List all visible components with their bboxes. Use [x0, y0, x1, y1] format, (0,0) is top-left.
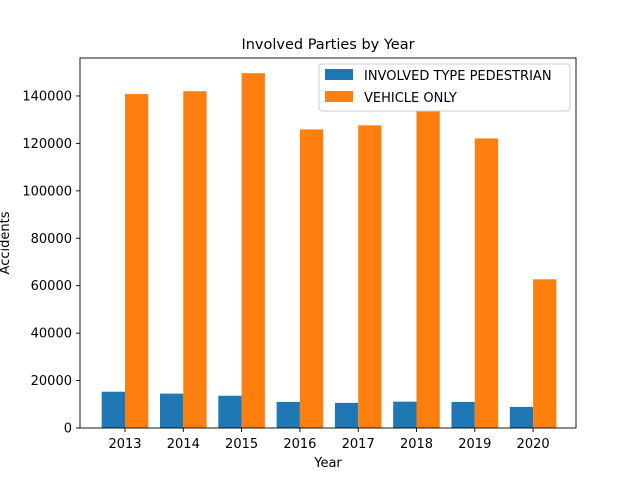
bar-pedestrian-2017	[334, 402, 359, 428]
bar-vehicle-only-2019	[474, 138, 499, 428]
x-axis-ticks: 2013 2014 2015 2016 2017 2018 2019 2020	[108, 428, 550, 452]
bar-vehicle-only-2020	[533, 279, 557, 428]
bar-pedestrian-2014	[160, 393, 184, 428]
bar-vehicle-only-2014	[183, 91, 207, 429]
x-tick-label: 2016	[283, 437, 316, 452]
x-tick-label: 2015	[225, 437, 258, 452]
legend-label-pedestrian: INVOLVED TYPE PEDESTRIAN	[364, 69, 552, 84]
bar-pedestrian-2015	[218, 395, 242, 428]
bar-vehicle-only-2018	[416, 111, 440, 429]
legend-swatch-pedestrian	[325, 69, 353, 80]
bar-pedestrian-2016	[276, 401, 300, 428]
y-tick-label: 100000	[22, 184, 72, 199]
y-axis-ticks: 0 20000 40000 60000 80000 100000 120000 140000	[22, 89, 80, 437]
legend: INVOLVED TYPE PEDESTRIAN VEHICLE ONLY	[318, 63, 571, 112]
bar-vehicle-only-2016	[299, 129, 324, 428]
y-tick-label: 20000	[31, 374, 72, 389]
bars-layer	[101, 73, 557, 429]
y-tick-label: 140000	[22, 89, 72, 104]
x-tick-label: 2020	[517, 437, 550, 452]
legend-box	[318, 63, 571, 112]
y-tick-label: 40000	[31, 327, 72, 342]
y-tick-label: 80000	[31, 232, 72, 247]
bar-vehicle-only-2017	[358, 125, 382, 429]
bar-vehicle-only-2013	[125, 94, 149, 429]
y-tick-label: 120000	[22, 137, 72, 152]
bar-vehicle-only-2015	[241, 73, 265, 429]
plot-frame	[79, 57, 577, 429]
x-tick-label: 2017	[342, 437, 375, 452]
x-tick-label: 2019	[458, 437, 491, 452]
bar-pedestrian-2019	[451, 401, 475, 428]
bar-pedestrian-2020	[509, 406, 534, 428]
y-tick-label: 60000	[31, 279, 72, 294]
x-tick-label: 2018	[400, 437, 433, 452]
bar-pedestrian-2018	[393, 401, 417, 428]
x-tick-label: 2013	[108, 437, 141, 452]
legend-swatch-vehicle-only	[325, 91, 353, 102]
bar-pedestrian-2013	[101, 391, 125, 428]
legend-label-vehicle-only: VEHICLE ONLY	[364, 91, 457, 106]
chart-title: Involved Parties by Year	[241, 37, 414, 53]
y-tick-label: 0	[64, 422, 72, 437]
x-axis-label: Year	[313, 456, 342, 471]
y-axis-label: Accidents	[0, 211, 13, 274]
x-tick-label: 2014	[167, 437, 200, 452]
